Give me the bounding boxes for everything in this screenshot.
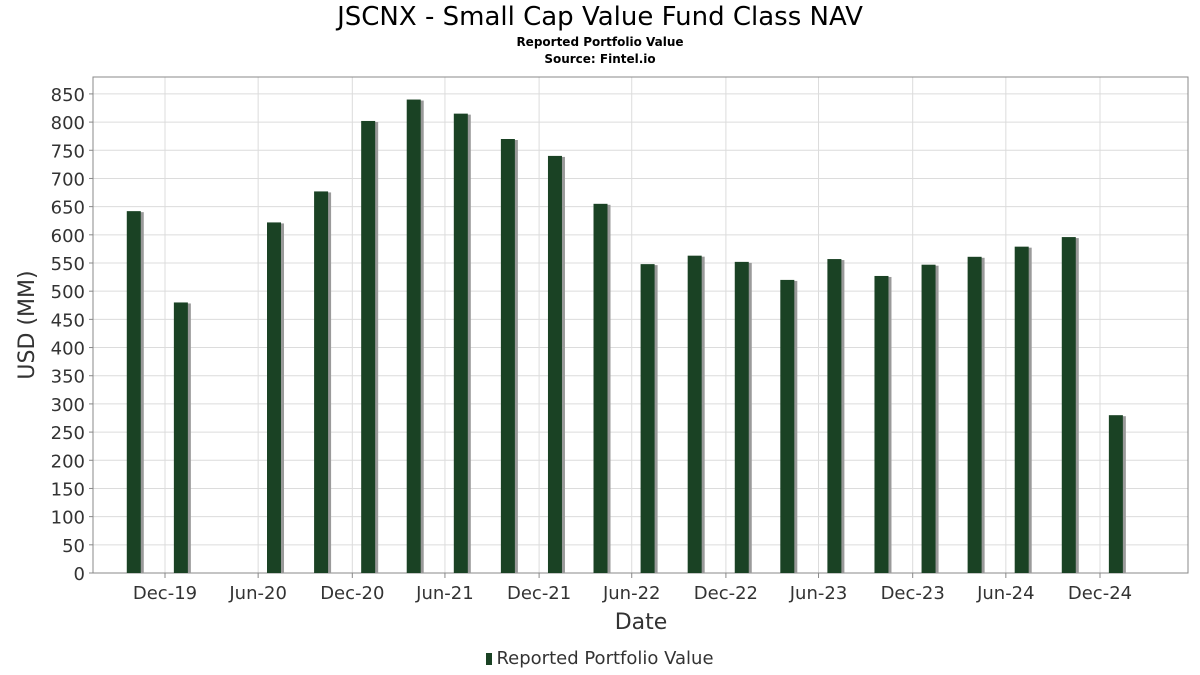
bar [874, 275, 889, 573]
bar [267, 222, 282, 573]
bar [314, 191, 329, 573]
bar [780, 279, 795, 573]
x-tick-label: Dec-20 [320, 583, 384, 604]
x-tick-label: Dec-23 [881, 583, 945, 604]
x-tick-label: Dec-24 [1068, 583, 1132, 604]
bar [406, 99, 421, 573]
bar [126, 211, 141, 574]
y-tick-label: 450 [51, 310, 85, 331]
legend-label: Reported Portfolio Value [496, 648, 714, 669]
y-tick-label: 100 [51, 508, 85, 529]
x-tick-label: Dec-22 [694, 583, 758, 604]
x-tick-label: Jun-24 [976, 583, 1035, 604]
x-tick-label: Dec-19 [133, 583, 197, 604]
bar [687, 255, 702, 573]
y-tick-label: 250 [51, 423, 85, 444]
y-tick-label: 550 [51, 254, 85, 275]
x-tick-label: Jun-20 [228, 583, 287, 604]
bar [734, 261, 749, 573]
bar [500, 139, 515, 573]
bar [1014, 246, 1029, 573]
legend: Reported Portfolio Value [0, 648, 1200, 669]
legend-swatch [486, 653, 493, 665]
bar [1061, 237, 1076, 573]
bar [967, 256, 982, 573]
bar [453, 113, 468, 574]
bar [1108, 415, 1123, 573]
bar [921, 264, 936, 573]
chart-subtitle: Reported Portfolio Value [516, 35, 684, 49]
y-tick-label: 600 [51, 226, 85, 247]
y-tick-label: 400 [51, 339, 85, 360]
y-tick-label: 0 [74, 564, 85, 585]
chart-source: Source: Fintel.io [544, 52, 656, 66]
y-tick-label: 300 [51, 395, 85, 416]
y-tick-label: 800 [51, 113, 85, 134]
y-tick-label: 350 [51, 367, 85, 388]
x-tick-label: Dec-21 [507, 583, 571, 604]
y-tick-label: 700 [51, 169, 85, 190]
y-tick-label: 850 [51, 85, 85, 106]
bar [593, 203, 608, 573]
y-axis-title: USD (MM) [15, 270, 40, 379]
chart-title: JSCNX - Small Cap Value Fund Class NAV [337, 2, 863, 32]
bar [173, 302, 188, 573]
y-tick-label: 500 [51, 282, 85, 303]
y-tick-label: 650 [51, 198, 85, 219]
x-tick-label: Jun-22 [602, 583, 661, 604]
bar [361, 120, 376, 574]
y-tick-label: 200 [51, 451, 85, 472]
bar [547, 155, 562, 573]
bar [640, 264, 655, 573]
bar [827, 259, 842, 573]
plot-border [92, 76, 1189, 574]
y-tick-label: 150 [51, 479, 85, 500]
x-tick-label: Jun-21 [415, 583, 474, 604]
x-axis-title: Date [615, 610, 668, 635]
x-tick-label: Jun-23 [789, 583, 848, 604]
y-tick-label: 50 [62, 536, 85, 557]
y-tick-label: 750 [51, 141, 85, 162]
